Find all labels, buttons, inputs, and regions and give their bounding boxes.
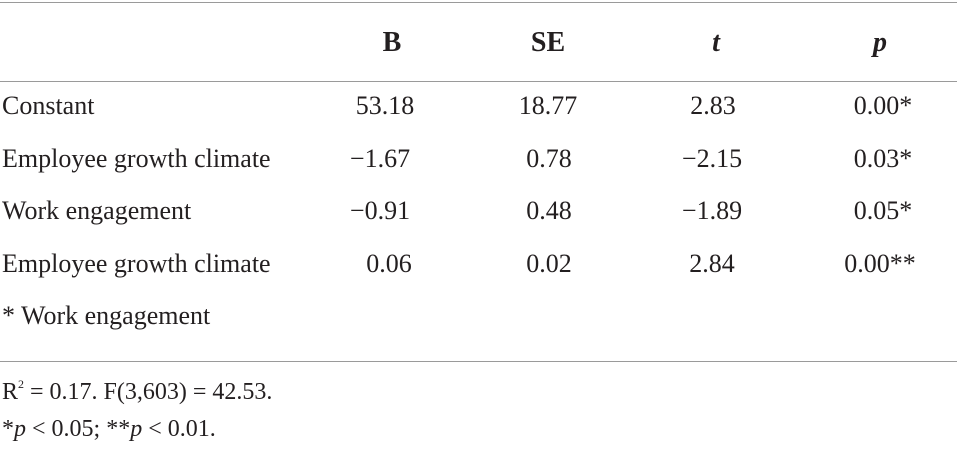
cell-se: 0.48 [526,196,572,225]
row-label: Work engagement [2,196,192,225]
cell-t: 2.84 [689,249,735,278]
cell-p: 0.05* [853,196,913,225]
significance-mid: < 0.05; ** [26,416,131,442]
header-b: B [382,27,402,58]
significance-end: < 0.01. [142,416,216,442]
cell-t: −1.89 [681,196,743,225]
table-note-significance: *p < 0.05; **p < 0.01. [2,414,216,444]
r-symbol: R [2,379,19,405]
row-label-continued: * Work engagement [2,301,211,330]
p-symbol: p [14,416,26,442]
cell-b: 53.18 [355,91,415,120]
cell-se: 18.77 [518,91,578,120]
p-symbol: p [130,416,143,442]
row-label: Employee growth climate [2,249,271,278]
row-label: Employee growth climate [2,144,271,173]
top-rule [0,2,957,3]
header-p: p [873,27,887,58]
stats-text: = 0.17. F(3,603) = 42.53. [24,379,273,405]
cell-p: 0.03* [853,144,913,173]
cell-p: 0.00** [844,249,916,278]
cell-p: 0.00* [853,91,913,120]
cell-t: −2.15 [681,144,743,173]
bottom-rule [0,361,957,362]
cell-se: 0.02 [526,249,572,278]
header-se: SE [530,27,566,58]
header-rule [0,81,957,82]
cell-b: 0.06 [366,249,412,278]
cell-se: 0.78 [526,144,572,173]
r-superscript: 2 [18,377,25,391]
star-single: * [2,416,14,442]
cell-b: −1.67 [349,144,411,173]
row-label: Constant [2,91,95,120]
header-t: t [712,27,720,58]
cell-b: −0.91 [349,196,411,225]
table-note-stats: R2 = 0.17. F(3,603) = 42.53. [2,377,272,407]
cell-t: 2.83 [690,91,736,120]
